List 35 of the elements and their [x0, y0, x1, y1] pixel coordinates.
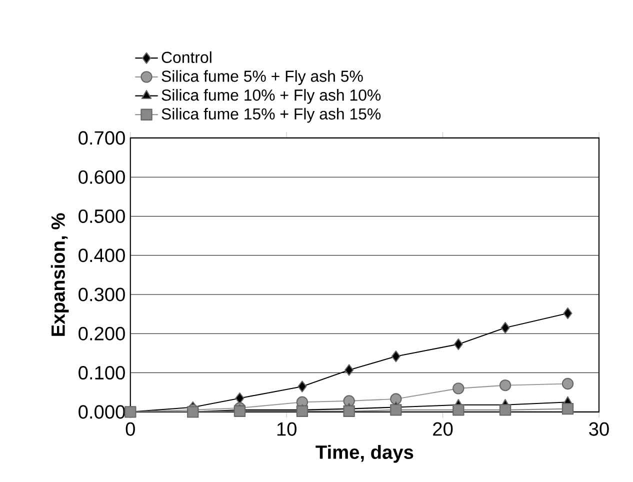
legend-label: Control [162, 51, 212, 64]
x-tick-label: 10 [277, 422, 296, 436]
point [344, 364, 354, 376]
x-tick-label: 20 [433, 422, 453, 436]
point [343, 395, 355, 407]
point [562, 403, 574, 415]
point [454, 338, 463, 350]
legend-label: Silica fume 15% + Fly ash 15% [162, 108, 381, 123]
x-axis-title: Time, days [316, 445, 414, 463]
point [500, 322, 510, 334]
point [391, 350, 400, 362]
y-tick-label: 0.600 [78, 170, 125, 184]
y-axis-title: Expansion, % [50, 213, 69, 336]
legend-label: Silica fume 10% + Fly ash 10% [162, 89, 381, 104]
point [452, 404, 464, 416]
point [563, 308, 572, 320]
y-tick-label: 0.400 [78, 248, 125, 262]
point [499, 404, 512, 416]
point [296, 405, 308, 418]
y-tick-label: 0.500 [78, 210, 125, 224]
point [298, 380, 307, 392]
point [390, 404, 402, 416]
point [390, 393, 402, 405]
point [499, 380, 512, 392]
legend-label: Silica fume 5% + Fly ash 5% [162, 70, 363, 86]
y-tick-label: 0.300 [78, 288, 125, 302]
x-tick-label: 30 [589, 422, 609, 436]
y-tick-label: 0.700 [78, 131, 125, 145]
y-tick-label: 0.100 [78, 366, 125, 380]
point [343, 405, 355, 418]
point [562, 378, 574, 390]
y-tick-label: 0.200 [78, 326, 125, 340]
point [452, 382, 464, 394]
x-tick-label: 0 [126, 422, 135, 436]
point [234, 405, 246, 418]
